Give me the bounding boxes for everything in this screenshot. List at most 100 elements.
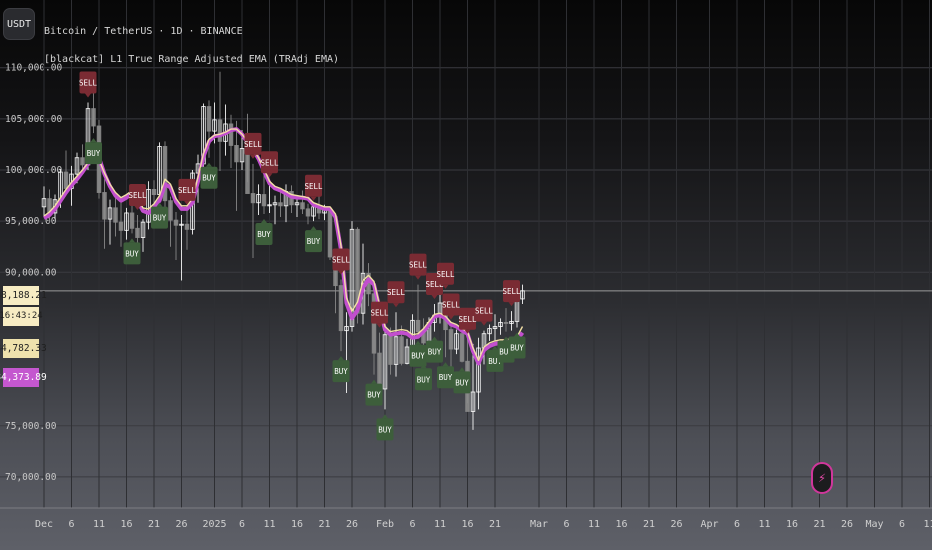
buy-label-text: BUY <box>202 174 216 183</box>
lightning-bolt-icon[interactable]: ⚡ <box>811 462 833 494</box>
sell-signal: SELL <box>370 301 389 328</box>
candle-body <box>272 202 278 206</box>
buy-label-text: BUY <box>257 230 271 239</box>
x-tick-label: Feb <box>376 519 394 530</box>
candle-body <box>470 391 476 412</box>
signal-pointer <box>184 200 190 205</box>
buy-label-box <box>437 366 454 389</box>
candle-body <box>520 290 525 300</box>
candle-body <box>278 202 283 207</box>
symbol-button[interactable]: USDT <box>3 8 35 40</box>
signal-pointer <box>431 295 438 300</box>
x-tick-label: 11 <box>263 519 275 530</box>
candle-body <box>74 157 80 175</box>
buy-label-text: BUY <box>428 348 442 357</box>
candle-body <box>184 223 190 230</box>
y-tick-label: 70,000.00 <box>5 472 57 483</box>
x-tick-label: May <box>865 519 883 530</box>
candle-body <box>228 123 234 146</box>
sell-label-text: SELL <box>425 280 444 289</box>
sell-label-text: SELL <box>370 309 389 318</box>
buy-label-box <box>123 242 141 265</box>
candle-body <box>256 194 261 204</box>
x-tick-label: Mar <box>530 519 548 530</box>
buy-signal: BUY <box>409 340 427 367</box>
signal-pointer <box>503 336 509 341</box>
sell-signal: SELL <box>128 184 147 211</box>
x-tick-label: 6 <box>563 519 569 530</box>
buy-signal: BUY <box>332 356 350 383</box>
signal-pointer <box>376 323 383 328</box>
sell-label-text: SELL <box>475 307 494 316</box>
signal-pointer <box>415 275 421 280</box>
signal-pointer <box>514 332 520 337</box>
sell-label-text: SELL <box>442 300 461 309</box>
buy-label-text: BUY <box>153 214 167 223</box>
buy-label-text: BUY <box>510 344 524 353</box>
signal-pointer <box>129 238 135 243</box>
signal-pointer <box>266 173 273 178</box>
buy-label-box <box>200 166 218 189</box>
y-tick-label: 75,000.00 <box>5 421 57 432</box>
candle-body <box>267 204 272 207</box>
sell-label-text: SELL <box>332 255 351 264</box>
sell-signal: SELL <box>79 71 98 98</box>
candle-body <box>212 119 217 132</box>
candle-body <box>63 171 69 189</box>
sell-label-text: SELL <box>79 78 98 87</box>
signal-pointer <box>508 302 515 307</box>
buy-label-box <box>453 371 471 394</box>
candle-body <box>300 202 305 210</box>
candle-body <box>382 334 388 390</box>
candle-body <box>135 227 140 238</box>
candle-body <box>80 157 85 166</box>
signal-pointer <box>415 340 421 345</box>
y-tick-label: 100,000.00 <box>5 165 62 176</box>
x-tick-label: 6 <box>409 519 415 530</box>
buy-label-box <box>415 368 432 391</box>
buy-label-box <box>85 142 102 165</box>
tradj-ema-value-tag: 84,373.89 <box>0 368 47 387</box>
buy-signal: BUY <box>453 367 471 394</box>
sell-signal: SELL <box>332 248 351 275</box>
candle-body <box>146 188 151 223</box>
buy-label-box <box>409 344 427 367</box>
x-tick-label: 11 <box>923 519 932 530</box>
buy-signal: BUY <box>85 138 102 165</box>
buy-label-text: BUY <box>488 357 502 366</box>
candle-body <box>102 192 107 220</box>
candle-body <box>349 228 355 327</box>
sell-label-text: SELL <box>260 158 279 167</box>
x-tick-label: 6 <box>734 519 740 530</box>
x-tick-label: 11 <box>434 519 446 530</box>
sell-label-box <box>371 301 388 324</box>
candle-body <box>498 321 503 327</box>
sell-label-box <box>261 151 278 174</box>
x-tick-label: 16 <box>786 519 798 530</box>
x-tick-label: 16 <box>291 519 303 530</box>
buy-signal: BUY <box>255 218 273 245</box>
candle-body <box>239 148 245 163</box>
signal-pointer <box>134 206 141 211</box>
indicator-title[interactable]: [blackcat] L1 True Range Adjusted EMA (T… <box>44 54 340 65</box>
signal-pointer <box>310 226 317 231</box>
sell-label-box <box>79 71 97 94</box>
candle-body <box>509 320 514 324</box>
buy-label-box <box>426 340 443 363</box>
signal-pointer <box>492 345 498 350</box>
buy-label-text: BUY <box>378 425 392 434</box>
buy-label-box <box>305 230 322 253</box>
sell-label-box <box>503 280 520 303</box>
buy-label-box <box>508 336 526 359</box>
sell-label-text: SELL <box>409 261 428 270</box>
sell-label-box <box>305 174 322 197</box>
x-tick-label: 2025 <box>202 519 226 530</box>
candle-body <box>454 333 459 350</box>
last-price-tag: 88,188.21 <box>0 286 47 305</box>
buy-label-box <box>365 383 383 406</box>
buy-label-text: BUY <box>417 375 431 384</box>
sell-label-box <box>129 184 146 207</box>
buy-signal: BUY <box>437 362 454 389</box>
sell-label-box <box>244 132 262 155</box>
